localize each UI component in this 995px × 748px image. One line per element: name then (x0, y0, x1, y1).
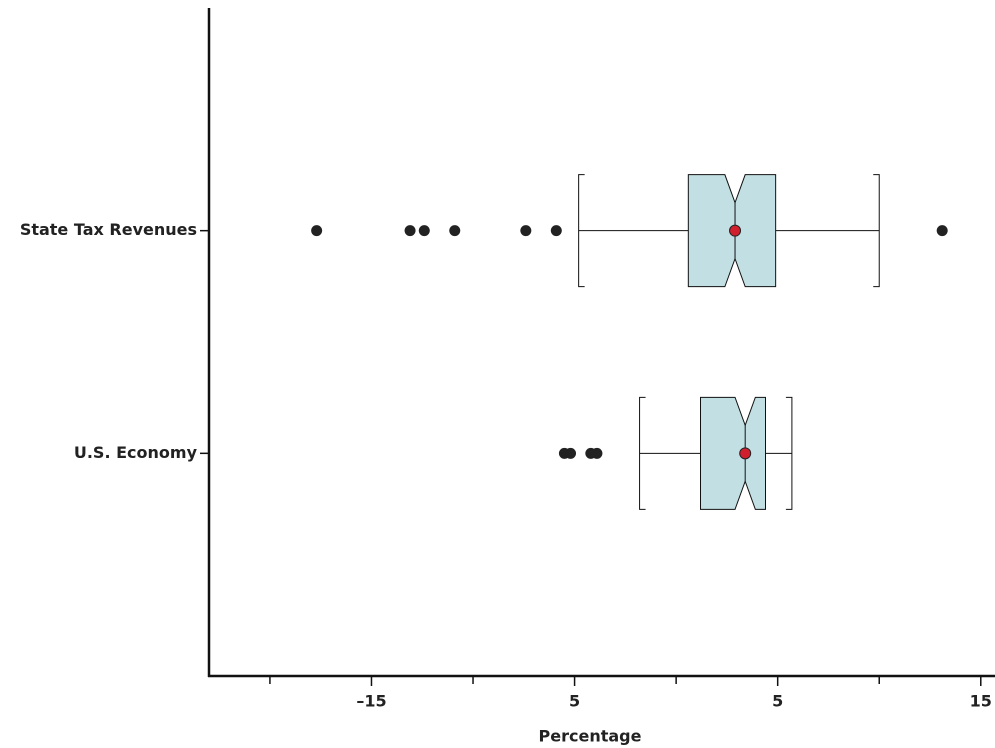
x-tick-label: 5 (772, 692, 783, 711)
whisker-cap (639, 396, 646, 510)
outlier (550, 225, 562, 237)
mean-marker (739, 447, 752, 460)
outlier (591, 447, 603, 459)
mean-marker (729, 224, 742, 237)
whisker-cap (785, 396, 793, 510)
whisker-cap (578, 174, 585, 288)
outlier (520, 225, 532, 237)
x-tick-label: –15 (356, 692, 386, 711)
y-tick-label: U.S. Economy (74, 443, 198, 462)
outlier (936, 225, 948, 237)
x-tick-label: 5 (569, 692, 580, 711)
notched-box (700, 396, 766, 510)
outlier (449, 225, 461, 237)
x-axis-label: Percentage (539, 727, 642, 746)
whisker-cap (873, 174, 880, 288)
outlier (565, 447, 577, 459)
x-tick-label: 15 (970, 692, 992, 711)
y-tick-label: State Tax Revenues (20, 220, 197, 239)
outlier (418, 225, 430, 237)
outlier (311, 225, 323, 237)
outlier (404, 225, 416, 237)
